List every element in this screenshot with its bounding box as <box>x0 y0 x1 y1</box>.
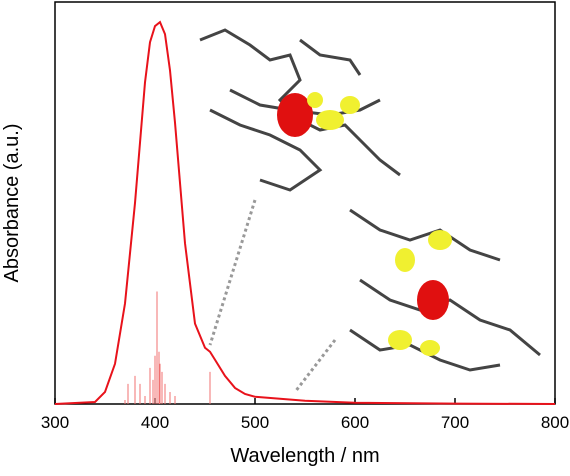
arrow <box>293 339 337 393</box>
spectrum-line <box>54 20 556 405</box>
molecule-2 <box>349 208 541 372</box>
y-axis-label: Absorbance (a.u.) <box>1 124 23 283</box>
plot-frame <box>54 1 556 405</box>
arrow <box>208 199 257 346</box>
x-tick-label: 700 <box>441 413 469 432</box>
x-axis-label: Wavelength / nm <box>230 445 379 467</box>
molecule-1 <box>199 28 401 192</box>
x-tick-label: 600 <box>341 413 369 432</box>
x-tick-label: 300 <box>41 413 69 432</box>
x-tick-label: 500 <box>241 413 269 432</box>
x-tick-label: 400 <box>141 413 169 432</box>
x-tick-label: 800 <box>541 413 569 432</box>
